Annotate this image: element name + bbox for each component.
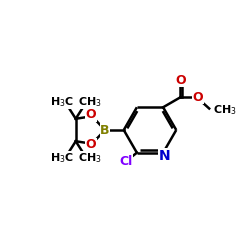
Text: B: B [100, 124, 110, 136]
Text: O: O [86, 138, 96, 151]
Text: Cl: Cl [119, 155, 132, 168]
Text: O: O [86, 108, 96, 122]
Text: H$_3$C: H$_3$C [50, 151, 74, 165]
Text: H$_3$C: H$_3$C [50, 95, 74, 109]
Text: CH$_3$: CH$_3$ [213, 103, 237, 117]
Text: CH$_3$: CH$_3$ [78, 151, 102, 165]
Text: O: O [193, 91, 203, 104]
Text: N: N [158, 149, 170, 163]
Text: O: O [175, 74, 186, 87]
Text: CH$_3$: CH$_3$ [78, 95, 102, 109]
